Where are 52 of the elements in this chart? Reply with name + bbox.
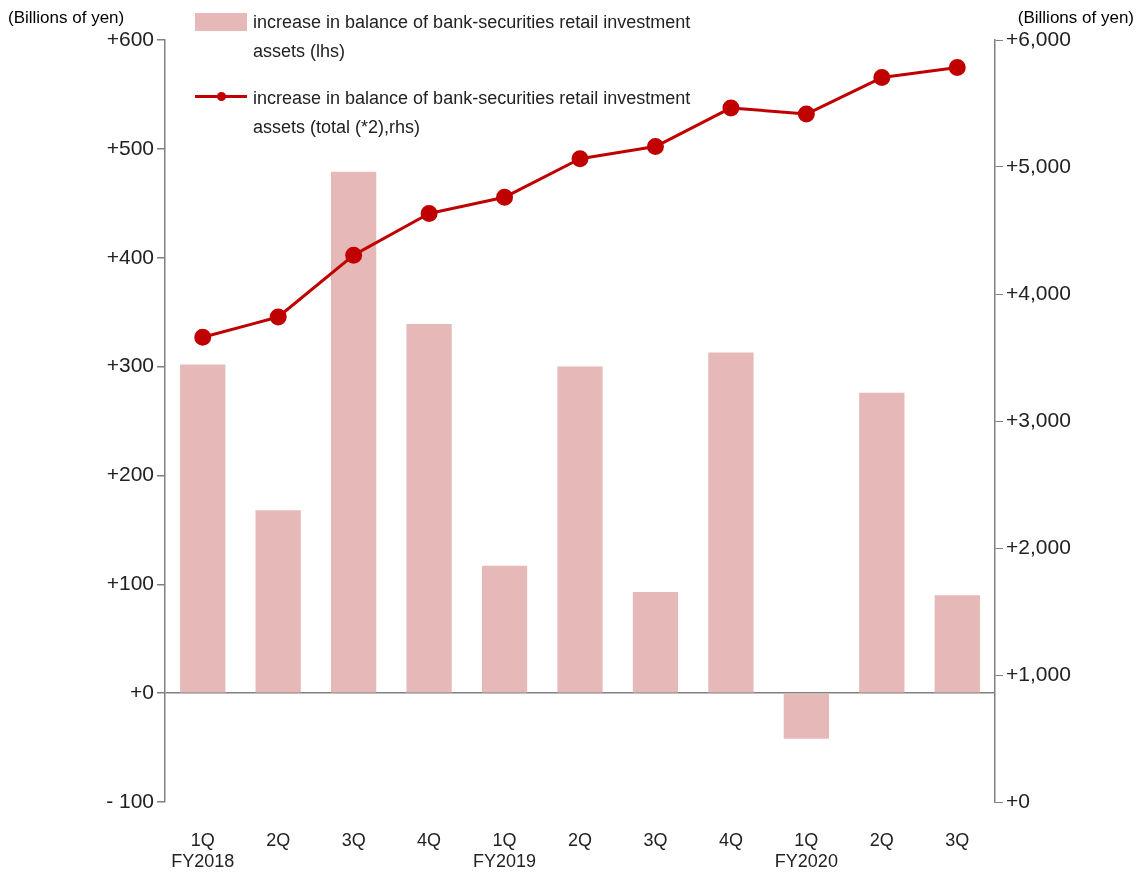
bar [180,364,226,693]
x-tick-label: 4Q [417,829,442,850]
y-tick-label: +600 [106,26,154,50]
x-tick-label: 3Q [643,829,668,850]
y-tick-label: - 100 [106,788,154,812]
y2-tick-label: +3,000 [1006,407,1071,431]
point [873,69,891,87]
point [496,188,514,206]
y-tick-label: +0 [130,679,154,703]
x-tick-label: 1Q FY2020 [774,829,838,872]
legend-label: increase in balance of bank-securities retail investment assets (lhs) [253,11,692,63]
x-tick-label: 2Q [869,829,894,850]
y2-tick-label: +2,000 [1006,534,1071,558]
y2-axis-title: (Billions of yen) [1017,8,1134,28]
y2-tick-label: +5,000 [1006,153,1071,177]
bar [708,352,754,693]
y2-tick-label: +0 [1006,788,1030,812]
y-tick-label: +100 [106,571,154,595]
bar [331,171,377,693]
point [194,328,212,346]
bar [859,392,905,693]
x-tick-label: 1Q FY2018 [171,829,235,872]
point [345,246,363,264]
bar [934,595,980,693]
x-tick-label: 4Q [718,829,743,850]
x-tick-label: 2Q [266,829,291,850]
bar [481,565,528,693]
point [797,105,815,123]
y-tick-label: +300 [106,353,154,377]
y-tick-label: +200 [106,462,154,486]
y-tick-label: +400 [106,244,154,268]
bar [632,591,679,693]
x-tick-label: 3Q [341,829,366,850]
y2-tick-label: +1,000 [1006,661,1071,685]
point [722,99,740,117]
point [948,58,966,76]
point [646,138,664,156]
x-tick-label: 3Q [945,829,970,850]
bar [557,366,603,693]
bar [783,693,829,739]
legend-label: increase in balance of bank-securities retail investment assets (total (*2),rhs) [253,87,692,139]
y2-tick-label: +6,000 [1006,26,1071,50]
bar [255,510,301,693]
point [420,204,438,222]
x-tick-label: 2Q [567,829,593,850]
y-tick-label: +500 [106,135,154,159]
point [269,308,287,326]
bar [406,324,452,693]
y-axis-title: (Billions of yen) [8,8,125,28]
y2-tick-label: +4,000 [1006,280,1071,304]
x-tick-label: 1Q FY2019 [473,829,537,872]
point [571,150,589,168]
